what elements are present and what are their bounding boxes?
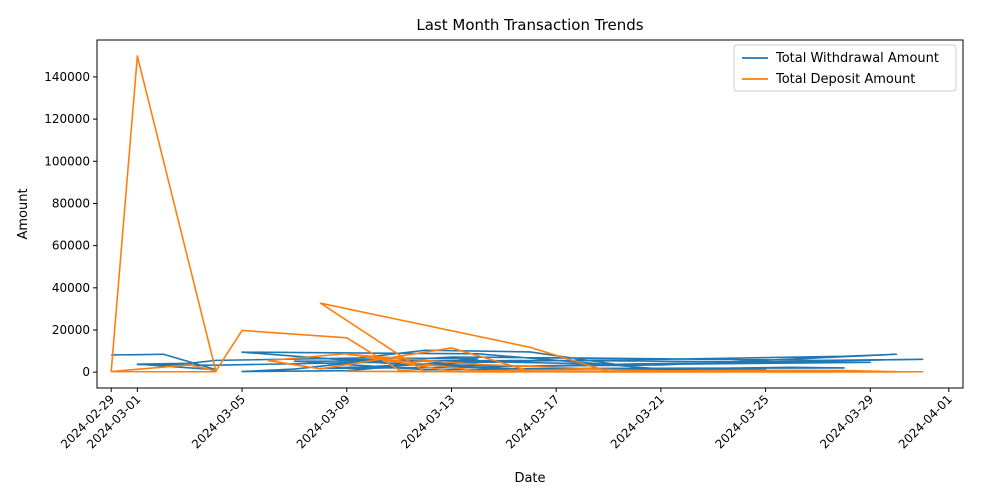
y-tick-label: 40000 [52,281,90,295]
x-tick-label: 2024-03-21 [608,392,667,451]
x-tick-label: 2024-04-01 [896,392,955,451]
x-tick-label: 2024-03-17 [503,392,562,451]
x-axis-label: Date [514,471,545,486]
y-tick-label: 140000 [44,70,90,84]
y-tick-label: 60000 [52,239,90,253]
x-tick-label: 2024-03-09 [294,392,353,451]
x-tick-label: 2024-03-25 [712,392,771,451]
plot-frame [96,39,964,389]
y-tick-label: 100000 [44,154,90,168]
y-tick-label: 80000 [52,196,90,210]
legend-box [733,44,957,92]
series-line-deposit [110,55,924,373]
y-axis: 0 20000 40000 60000 80000 100000 120000 140000 [44,70,97,379]
y-tick-label: 20000 [52,323,90,337]
legend-label: Total Deposit Amount [775,72,915,87]
x-tick-label: 2024-03-29 [817,392,876,451]
legend: Total Withdrawal Amount Total Deposit Amo… [733,44,957,92]
x-tick-label: 2024-03-13 [398,392,457,451]
legend-label: Total Withdrawal Amount [775,51,939,66]
y-tick-label: 120000 [44,112,90,126]
x-tick-label: 2024-03-05 [189,392,248,451]
y-tick-label: 0 [82,365,90,379]
chart-title: Last Month Transaction Trends [416,16,643,34]
series-layer [110,55,924,373]
series-line-withdrawal [111,349,924,373]
y-axis-label: Amount [16,188,31,239]
